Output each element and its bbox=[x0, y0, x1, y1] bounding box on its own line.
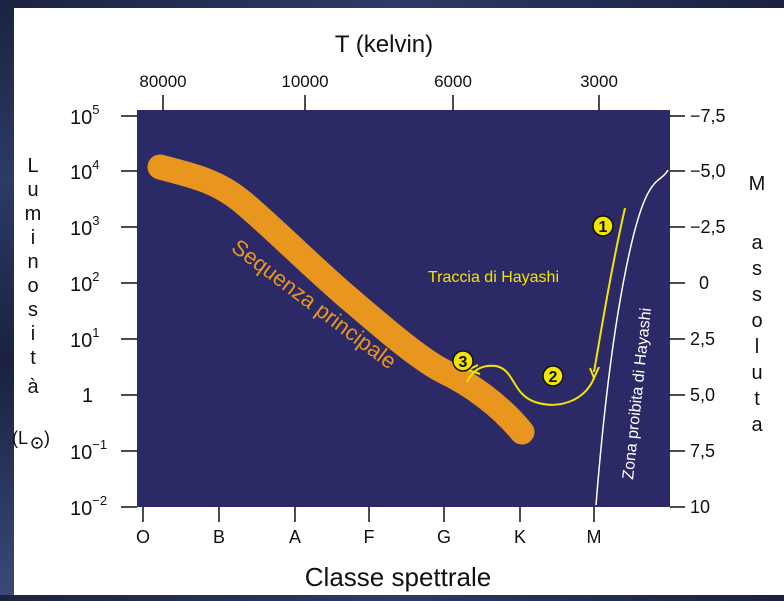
right-axis-tickmarks bbox=[670, 115, 685, 508]
svg-text:7,5: 7,5 bbox=[690, 441, 715, 461]
svg-text:m: m bbox=[25, 203, 42, 225]
svg-text:F: F bbox=[364, 527, 375, 547]
bottom-axis-tickmarks bbox=[142, 507, 595, 522]
left-axis-ticks: 105 104 103 102 101 1 10−1 10−2 bbox=[70, 102, 107, 520]
plot-area bbox=[137, 110, 670, 507]
svg-text:−7,5: −7,5 bbox=[690, 106, 726, 126]
hayashi-track-vertical bbox=[593, 207, 626, 373]
left-axis-tickmarks bbox=[121, 115, 137, 508]
svg-text:i: i bbox=[31, 227, 35, 249]
top-axis-ticks: 80000 10000 6000 3000 bbox=[139, 72, 618, 110]
svg-text:2: 2 bbox=[549, 369, 558, 386]
svg-text:10: 10 bbox=[690, 497, 710, 517]
svg-text:G: G bbox=[437, 527, 451, 547]
svg-text:t: t bbox=[30, 347, 36, 369]
svg-text:t: t bbox=[754, 388, 760, 410]
top-tick-10000: 10000 bbox=[281, 72, 328, 91]
svg-text:M: M bbox=[749, 173, 766, 195]
left-tick-1e-2: 10−2 bbox=[70, 493, 107, 520]
top-tick-80000: 80000 bbox=[139, 72, 186, 91]
svg-text:O: O bbox=[136, 527, 150, 547]
left-tick-1e3: 103 bbox=[70, 213, 99, 240]
space-background-bottom bbox=[0, 595, 784, 601]
svg-text:a: a bbox=[751, 232, 763, 254]
svg-text:u: u bbox=[27, 179, 38, 201]
left-tick-1e1: 101 bbox=[70, 325, 99, 352]
top-axis-title: T (kelvin) bbox=[335, 31, 433, 58]
left-tick-1e-1: 10−1 bbox=[70, 437, 107, 464]
stage-1-marker: 1 bbox=[592, 215, 614, 237]
svg-text:n: n bbox=[27, 251, 38, 273]
stage-3-marker: 3 bbox=[452, 350, 474, 372]
svg-text:A: A bbox=[289, 527, 301, 547]
svg-text:s: s bbox=[28, 299, 38, 321]
svg-text:B: B bbox=[213, 527, 225, 547]
svg-text:3: 3 bbox=[459, 354, 468, 371]
svg-text:l: l bbox=[755, 336, 759, 358]
svg-text:s: s bbox=[752, 258, 762, 280]
sun-symbol bbox=[31, 437, 43, 449]
svg-text:M: M bbox=[587, 527, 602, 547]
stage-2-marker: 2 bbox=[542, 365, 564, 387]
top-tick-3000: 3000 bbox=[580, 72, 618, 91]
left-tick-1: 1 bbox=[82, 385, 93, 407]
svg-text:o: o bbox=[751, 310, 762, 332]
svg-text:−2,5: −2,5 bbox=[690, 217, 726, 237]
hayashi-track-label: Traccia di Hayashi bbox=[428, 269, 559, 286]
left-tick-1e2: 102 bbox=[70, 269, 99, 296]
right-axis-title: M a s s o l u t a bbox=[749, 173, 766, 436]
svg-text:−5,0: −5,0 bbox=[690, 161, 726, 181]
main-sequence-band bbox=[147, 154, 535, 445]
svg-text:K: K bbox=[514, 527, 526, 547]
right-axis-ticks: −7,5 −5,0 −2,5 0 2,5 5,0 7,5 10 bbox=[690, 106, 726, 517]
svg-text:i: i bbox=[31, 323, 35, 345]
luminosity-unit: (L bbox=[12, 428, 28, 448]
svg-text:5,0: 5,0 bbox=[690, 385, 715, 405]
space-background-top bbox=[0, 0, 784, 8]
bottom-axis-title: Classe spettrale bbox=[305, 562, 491, 592]
left-tick-1e4: 104 bbox=[70, 157, 99, 184]
luminosity-unit-close: ) bbox=[44, 428, 50, 448]
svg-text:u: u bbox=[751, 362, 762, 384]
svg-text:L: L bbox=[27, 155, 38, 177]
hayashi-track-hook bbox=[466, 364, 595, 406]
left-tick-1e5: 105 bbox=[70, 102, 99, 129]
svg-text:à: à bbox=[27, 376, 39, 398]
space-background-left bbox=[0, 0, 14, 601]
left-axis-title: L u m i n o s i t à bbox=[25, 155, 42, 398]
svg-text:a: a bbox=[751, 414, 763, 436]
svg-text:2,5: 2,5 bbox=[690, 329, 715, 349]
svg-text:o: o bbox=[27, 275, 38, 297]
svg-text:s: s bbox=[752, 284, 762, 306]
top-tick-6000: 6000 bbox=[434, 72, 472, 91]
svg-text:0: 0 bbox=[699, 273, 709, 293]
svg-text:1: 1 bbox=[599, 219, 608, 236]
hayashi-forbidden-boundary bbox=[595, 169, 669, 506]
bottom-axis-ticks: O B A F G K M bbox=[136, 527, 602, 547]
